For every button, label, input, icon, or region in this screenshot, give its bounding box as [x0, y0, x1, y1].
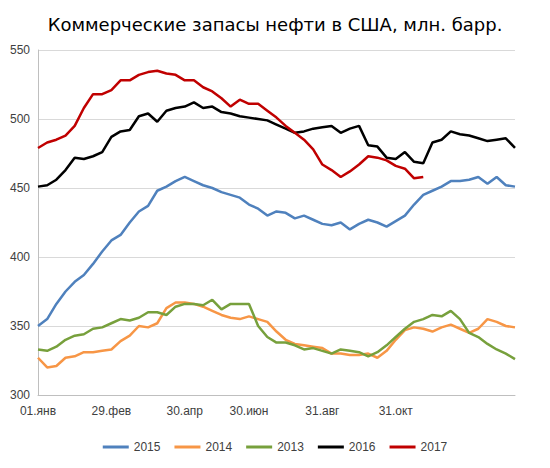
svg-text:300: 300 — [10, 388, 30, 402]
svg-text:550: 550 — [10, 43, 30, 57]
svg-text:2015: 2015 — [134, 440, 161, 454]
svg-text:31.авг: 31.авг — [305, 404, 340, 418]
svg-text:Коммерческие запасы нефти в СШ: Коммерческие запасы нефти в США, млн. ба… — [48, 14, 503, 35]
svg-text:350: 350 — [10, 319, 30, 333]
svg-text:31.окт: 31.окт — [379, 404, 414, 418]
svg-text:2017: 2017 — [421, 440, 448, 454]
svg-text:400: 400 — [10, 250, 30, 264]
svg-text:2014: 2014 — [205, 440, 232, 454]
svg-text:2016: 2016 — [349, 440, 376, 454]
svg-text:29.фев: 29.фев — [92, 404, 132, 418]
svg-text:450: 450 — [10, 181, 30, 195]
svg-text:01.янв: 01.янв — [20, 404, 56, 418]
svg-text:30.апр: 30.апр — [167, 404, 204, 418]
svg-text:30.июн: 30.июн — [229, 404, 268, 418]
svg-text:2013: 2013 — [277, 440, 304, 454]
svg-text:500: 500 — [10, 112, 30, 126]
